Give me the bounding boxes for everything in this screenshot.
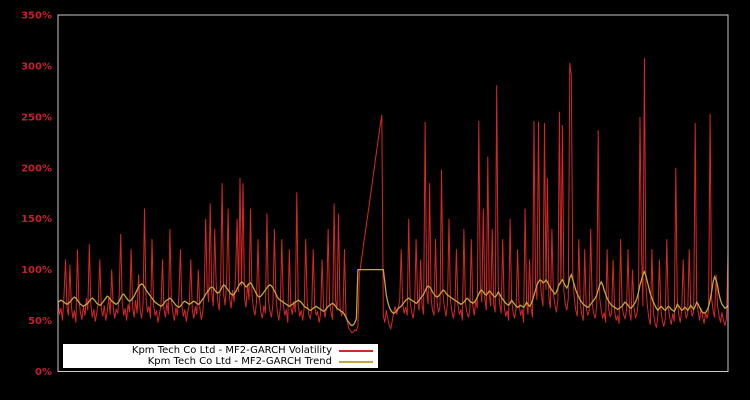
trend-line-swatch-icon <box>339 360 373 363</box>
y-tick-label: 50% <box>28 316 52 327</box>
legend-item-volatility: Kpm Tech Co Ltd - MF2-GARCH Volatility <box>67 345 373 356</box>
y-tick-label: 350% <box>21 11 52 22</box>
plot-border <box>57 14 729 372</box>
y-tick-label: 100% <box>21 265 52 276</box>
trend-series-line <box>57 268 729 327</box>
legend-label-volatility: Kpm Tech Co Ltd - MF2-GARCH Volatility <box>131 345 332 356</box>
legend-item-trend: Kpm Tech Co Ltd - MF2-GARCH Trend <box>67 356 373 367</box>
y-tick-label: 300% <box>21 61 52 72</box>
y-axis-tick-labels: 0% 50% 100% 150% 200% 250% 300% 350% <box>21 11 52 379</box>
legend-label-trend: Kpm Tech Co Ltd - MF2-GARCH Trend <box>147 356 332 367</box>
volatility-series-line <box>57 57 729 334</box>
volatility-line-swatch-icon <box>339 349 373 352</box>
legend: Kpm Tech Co Ltd - MF2-GARCH Volatility K… <box>63 344 378 368</box>
y-tick-label: 200% <box>21 163 52 174</box>
y-tick-label: 0% <box>35 367 52 378</box>
y-tick-label: 250% <box>21 112 52 123</box>
y-tick-label: 150% <box>21 214 52 225</box>
